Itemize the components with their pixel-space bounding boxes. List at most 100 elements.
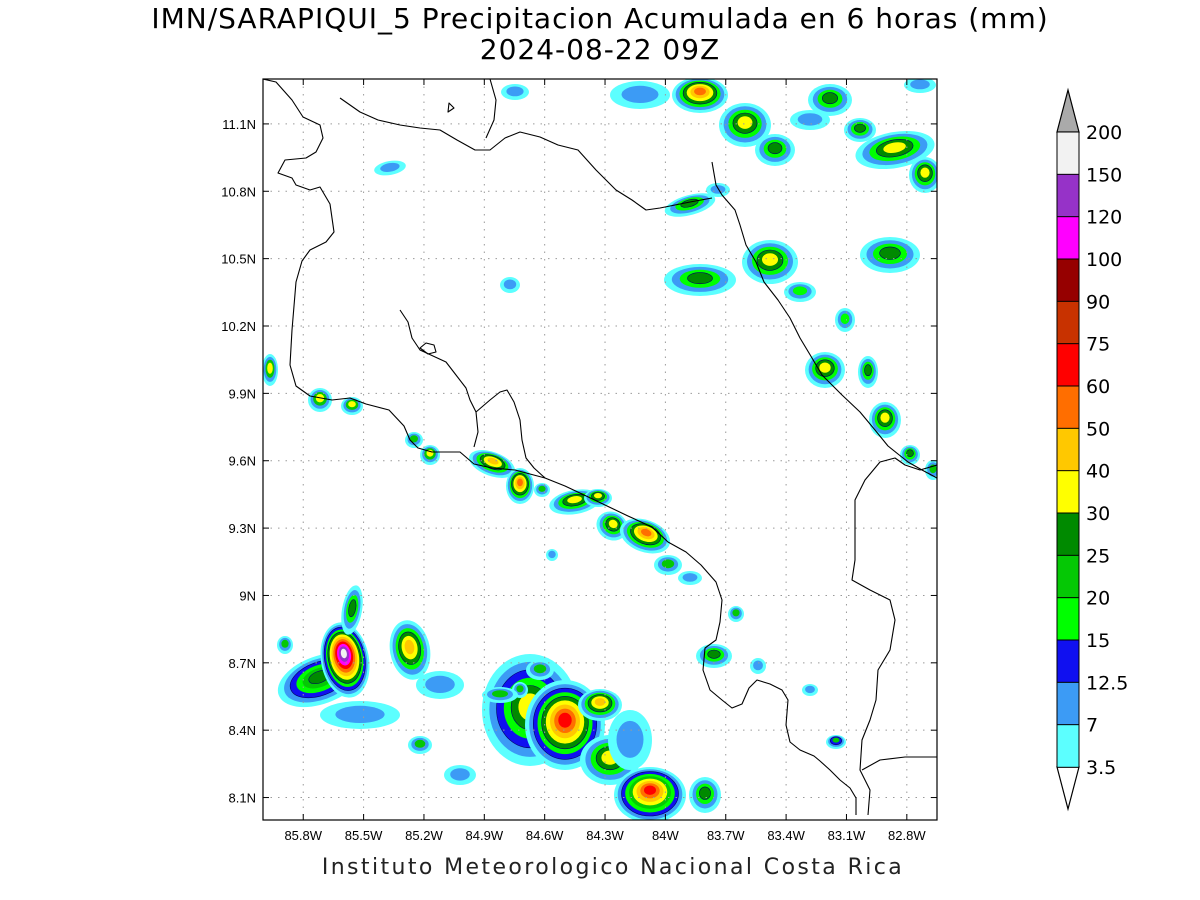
contour-line [591, 491, 605, 501]
precip-contour [797, 113, 823, 126]
precip-contour [348, 599, 357, 617]
contour-line [877, 409, 893, 427]
y-tick-label: 10.8N [221, 184, 256, 199]
precip-contour [487, 457, 499, 465]
contour-line [621, 771, 679, 817]
precip-cell [389, 620, 431, 680]
precip-cell [546, 549, 558, 561]
precip-cell [408, 736, 432, 754]
colorbar-swatch [1056, 300, 1080, 345]
contour-line [532, 687, 597, 760]
contour-line [854, 123, 866, 133]
colorbar-label: 7 [1086, 715, 1098, 737]
precip-cell [578, 689, 622, 721]
precip-contour [732, 609, 740, 617]
contour-line [541, 696, 589, 750]
precip-cell [678, 571, 702, 585]
x-tick-label: 84.9W [466, 828, 504, 843]
contour-line [682, 81, 718, 105]
colorbar-swatch [1056, 343, 1080, 387]
contour-line [707, 649, 721, 659]
precip-cell [706, 183, 730, 197]
precip-cell [826, 735, 846, 749]
colorbar-swatch [1056, 258, 1080, 303]
precip-cell [469, 450, 515, 478]
precip-cell [534, 483, 550, 497]
map-subtitle: 2024-08-22 09Z [479, 33, 721, 66]
colorbar-swatch [1056, 724, 1080, 768]
precip-contour [910, 79, 930, 90]
colorbar-label: 30 [1086, 503, 1110, 525]
y-tick-label: 9N [239, 588, 256, 603]
precip-cell [549, 489, 601, 515]
contour-line [732, 112, 758, 134]
precip-cell [506, 468, 534, 504]
contour-line [327, 631, 362, 684]
coastline-inner-gulf [475, 389, 546, 479]
precip-cell [596, 511, 628, 541]
precip-contour [425, 675, 455, 694]
contour-line [876, 139, 914, 158]
precip-contour [548, 550, 556, 559]
colorbar-swatch [1056, 681, 1080, 726]
precip-contour [854, 124, 866, 133]
y-tick-label: 8.4N [229, 723, 256, 738]
contour-line [917, 164, 933, 182]
contour-line [479, 454, 506, 471]
colorbar-swatch [1056, 597, 1080, 641]
precip-cell [501, 84, 529, 100]
colorbar-swatch [1056, 173, 1080, 218]
colorbar-swatch [1056, 554, 1080, 599]
precip-cell [790, 110, 830, 130]
precip-cell [405, 432, 423, 448]
precip-cell [277, 636, 293, 654]
y-tick-label: 8.1N [229, 791, 256, 806]
precip-cell [320, 701, 400, 729]
precip-cell [308, 388, 332, 412]
precip-cell [482, 687, 518, 703]
contour-line [605, 517, 621, 532]
contour-line [864, 364, 872, 377]
colorbar-swatch [1056, 470, 1080, 514]
x-tick-label: 84.6W [526, 828, 564, 843]
precip-cell [755, 134, 795, 166]
precip-contour [404, 639, 415, 655]
map-axes: 85.8W 85.5W 85.2W 84.9W 84.6W 84.3W 84W 83.7W 83… [221, 79, 937, 843]
precip-cell [500, 277, 520, 293]
contour-line [815, 359, 835, 377]
precip-cell [869, 402, 901, 438]
y-tick-label: 9.6N [229, 454, 256, 469]
precip-contour [762, 253, 778, 266]
y-tick-label: 10.5N [221, 252, 256, 267]
precip-cell [719, 103, 771, 147]
precip-contour [694, 87, 706, 96]
colorbar-swatch [1056, 427, 1080, 472]
colorbar-top-arrow [1056, 87, 1080, 133]
coastline-caribbean [485, 79, 937, 479]
contour-line [906, 449, 914, 458]
precip-cell [341, 397, 363, 415]
chira-island [419, 342, 437, 355]
coastline-pacific-nicoya [263, 79, 857, 815]
precip-contour [410, 435, 418, 443]
precip-contour [906, 449, 914, 457]
precip-cell [900, 445, 920, 465]
precip-contour [267, 362, 273, 374]
contour-line [767, 142, 783, 155]
colorbar-swatch [1056, 131, 1080, 176]
precip-cell [444, 765, 476, 785]
colorbar-swatch [1056, 512, 1080, 557]
precip-cell [860, 237, 920, 273]
precip-cell [784, 282, 816, 302]
footer-credit: Instituto Meteorologico Nacional Costa R… [321, 855, 905, 880]
precip-contour [682, 573, 698, 582]
precip-contour [822, 92, 838, 104]
colorbar-label: 20 [1086, 588, 1110, 610]
precip-cell [584, 489, 612, 507]
precip-cell [374, 160, 406, 176]
precip-cell [750, 658, 766, 674]
contour-line [511, 473, 529, 496]
colorbar-swatch [1056, 385, 1080, 430]
precip-contour [687, 272, 713, 284]
coastline-gulf-of-nicoya [399, 309, 479, 448]
